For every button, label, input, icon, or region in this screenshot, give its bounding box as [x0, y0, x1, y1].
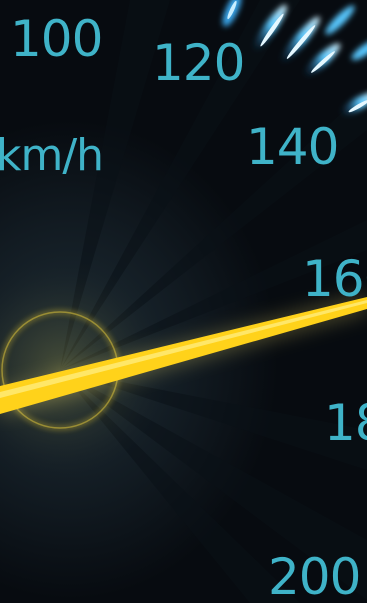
scale-label-180: 180: [324, 394, 367, 452]
scale-label-160: 160: [302, 250, 367, 308]
unit-label: km/h: [0, 130, 104, 181]
tick-cores: [227, 0, 367, 113]
scale-label-140: 140: [246, 118, 339, 176]
scale-label-200: 200: [268, 548, 361, 603]
scale-label-120: 120: [152, 34, 245, 92]
scale-label-100: 100: [10, 10, 103, 68]
needle-highlight: [0, 300, 367, 398]
